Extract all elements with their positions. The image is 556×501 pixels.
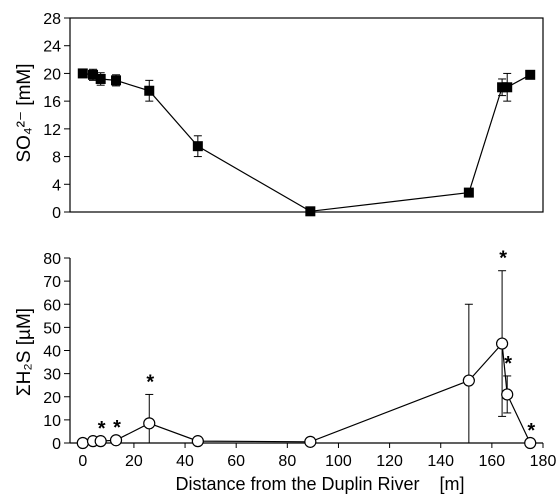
- sulfide-x-tick-label: 40: [176, 453, 194, 470]
- sulfate-y-tick-label: 8: [52, 150, 61, 167]
- sulfide-data-point: [191, 435, 204, 448]
- sulfide-y-tick-label: 20: [43, 390, 61, 407]
- sulfate-y-tick-label: 28: [43, 11, 61, 28]
- sulfate-data-point: [305, 206, 316, 217]
- sulfide-data-point: [462, 374, 475, 387]
- sulfide-y-tick-label: 0: [52, 436, 61, 453]
- sulfate-data-point: [502, 82, 513, 93]
- sulfide-data-point: [143, 417, 156, 430]
- sulfide-significance-star: *: [98, 418, 106, 440]
- sulfide-y-tick-label: 50: [43, 320, 61, 337]
- sulfide-data-point: [109, 434, 123, 447]
- sulfide-y-tick-label: 10: [43, 413, 61, 430]
- sulfate-data-point: [77, 68, 88, 79]
- sulfate-data-point: [111, 75, 122, 86]
- sulfide-y-tick-label: 30: [43, 367, 61, 384]
- sulfide-significance-star: *: [113, 417, 121, 439]
- sulfate-y-axis-label: SO₄²⁻ [mM]: [14, 63, 35, 162]
- sulfide-x-tick-label: 100: [325, 453, 352, 470]
- sulfate-data-point: [95, 73, 106, 84]
- sulfate-data-point: [497, 82, 508, 93]
- sulfide-x-tick-label: 0: [78, 453, 87, 470]
- sulfate-y-tick-label: 0: [52, 205, 61, 222]
- sulfide-x-tick-label: 80: [278, 453, 296, 470]
- sulfide-data-point: [76, 436, 89, 450]
- x-axis-label: Distance from the Duplin River [m]: [175, 474, 464, 494]
- sulfide-significance-star: *: [527, 420, 535, 442]
- sulfide-x-tick-label: 180: [530, 453, 556, 470]
- sulfate-data-point: [525, 69, 536, 80]
- sulfide-data-point: [495, 337, 509, 350]
- sulfide-significance-star: *: [146, 371, 154, 393]
- sulfide-data-point: [524, 436, 537, 450]
- sulfide-significance-star: *: [504, 353, 512, 375]
- sulfide-y-tick-label: 40: [43, 344, 61, 361]
- sulfide-y-axis-label: ΣH₂S [µM]: [14, 308, 35, 396]
- sulfide-y-tick-label: 80: [43, 251, 61, 268]
- sulfate-data-point: [144, 85, 155, 96]
- sulfate-data-point: [88, 69, 99, 80]
- sulfide-data-point: [501, 388, 514, 401]
- sulfide-x-tick-label: 120: [376, 453, 403, 470]
- sulfate-y-tick-label: 4: [52, 177, 61, 194]
- sulfide-x-tick-label: 60: [227, 453, 245, 470]
- sulfide-panel: 0 10 20 30 40 50 60 70 80 0 20 40 60 80 100 120 140 160 18…: [43, 248, 556, 470]
- sulfide-x-tick-label: 140: [427, 453, 454, 470]
- sulfate-y-tick-label: 12: [43, 122, 61, 139]
- sulfide-y-tick-label: 70: [43, 274, 61, 291]
- sulfate-data-point: [192, 141, 203, 152]
- sulfate-y-tick-label: 24: [43, 39, 61, 56]
- sulfide-y-tick-label: 60: [43, 297, 61, 314]
- sulfate-data-point: [463, 187, 474, 198]
- sulfate-y-tick-label: 16: [43, 94, 61, 111]
- sulfide-data-point: [304, 435, 317, 448]
- sulfate-panel: 0 4 8 12 16 20 24 28: [43, 11, 544, 222]
- sulfide-x-tick-label: 20: [125, 453, 143, 470]
- sulfide-data-point: [94, 435, 107, 448]
- sulfide-significance-star: *: [499, 248, 507, 270]
- sulfate-y-tick-label: 20: [43, 66, 61, 83]
- sulfide-x-tick-label: 160: [479, 453, 506, 470]
